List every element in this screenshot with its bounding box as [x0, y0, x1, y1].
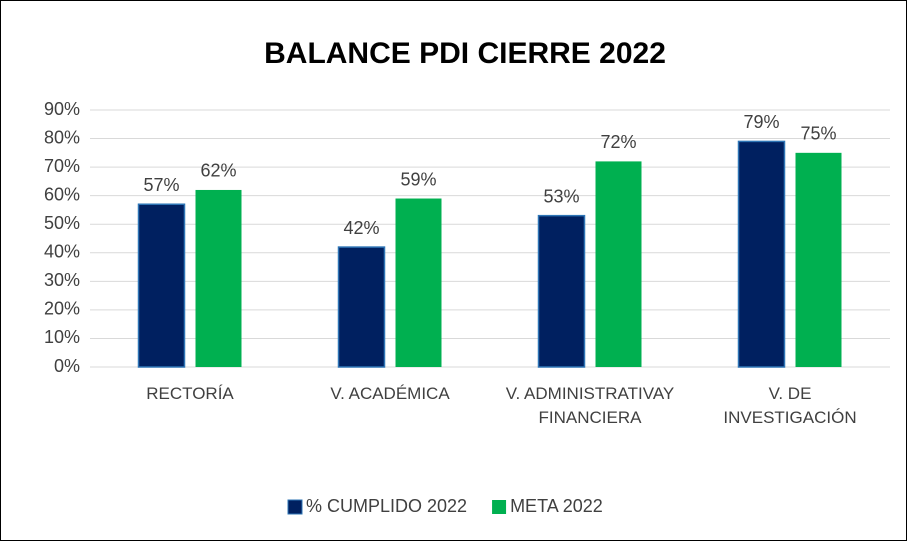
data-label: 62%	[200, 161, 236, 181]
bar	[537, 214, 586, 368]
legend-swatch	[492, 500, 507, 514]
legend-label: META 2022	[510, 496, 603, 516]
bar	[395, 198, 442, 367]
data-label: 42%	[343, 218, 379, 238]
x-tick-label-box: V. ADMINISTRATIVAY FINANCIERA	[505, 384, 675, 427]
y-tick-label: 30%	[44, 270, 80, 290]
y-tick-label: 90%	[44, 99, 80, 119]
bar	[137, 203, 186, 368]
y-tick-label: 50%	[44, 213, 80, 233]
x-tick-label: V. ADMINISTRATIVAY FINANCIERA	[505, 384, 675, 427]
x-tick-label: RECTORÍA	[146, 384, 234, 403]
chart-title: BALANCE PDI CIERRE 2022	[264, 37, 666, 70]
bar	[795, 152, 842, 367]
bar	[337, 246, 386, 368]
x-tick-label-box: RECTORÍA	[146, 384, 234, 403]
data-label: 72%	[600, 132, 636, 152]
y-tick-label: 60%	[44, 184, 80, 204]
data-label: 59%	[400, 169, 436, 189]
data-label: 57%	[143, 175, 179, 195]
y-tick-label: 20%	[44, 299, 80, 319]
bar	[195, 189, 242, 367]
y-tick-label: 40%	[44, 242, 80, 262]
y-tick-label: 0%	[54, 356, 80, 376]
x-tick-label: V. ACADÉMICA	[330, 384, 450, 403]
x-tick-label-box: V. ACADÉMICA	[330, 384, 450, 403]
data-label: 53%	[543, 186, 579, 206]
x-tick-label: V. DE INVESTIGACIÓN	[723, 384, 857, 427]
bar	[595, 161, 642, 367]
legend-swatch	[287, 499, 303, 515]
x-tick-label-box: V. DE INVESTIGACIÓN	[723, 384, 857, 427]
data-label: 75%	[800, 124, 836, 144]
y-tick-label: 10%	[44, 327, 80, 347]
data-label: 79%	[743, 112, 779, 132]
y-tick-label: 70%	[44, 156, 80, 176]
legend-label: % CUMPLIDO 2022	[306, 496, 467, 516]
bar	[737, 140, 786, 368]
y-tick-label: 80%	[44, 127, 80, 147]
